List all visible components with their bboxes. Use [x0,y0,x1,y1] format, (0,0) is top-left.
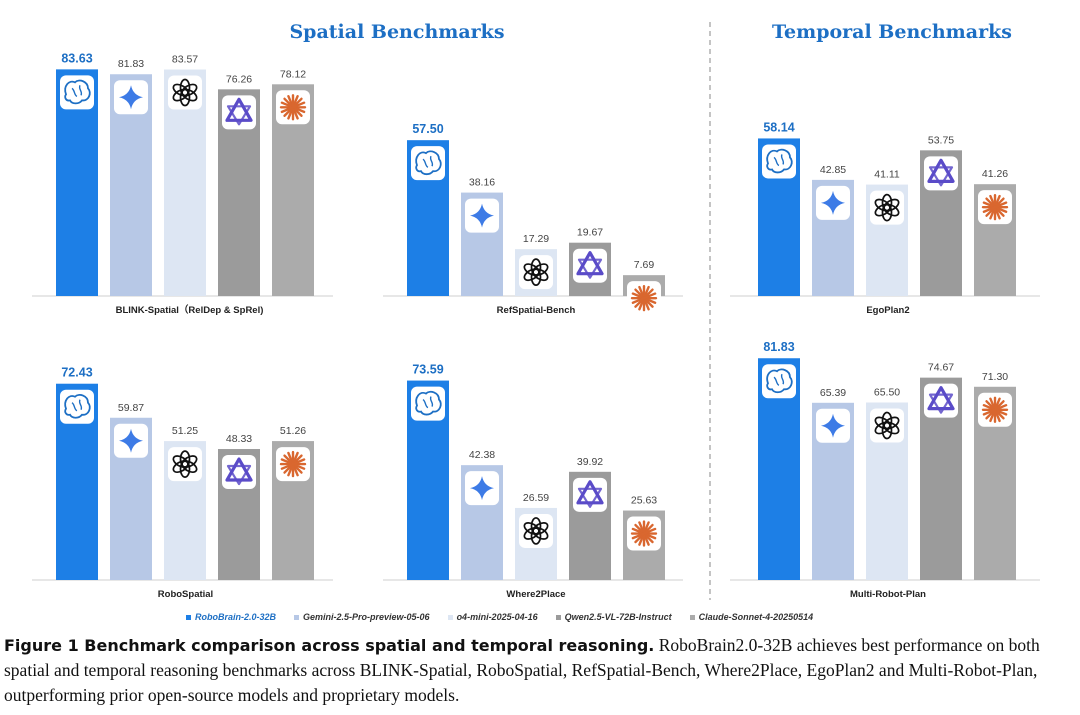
data-label: 53.75 [928,134,954,146]
legend-label: RoboBrain-2.0-32B [195,612,277,622]
brain-icon [60,75,94,110]
gemini-icon [114,80,148,115]
qwen-icon [924,383,958,418]
benchmark-panel: 83.63 81.83 83.57 76.26 78.12 BLINK-Spatial（R… [32,51,333,316]
legend-swatch [294,614,300,620]
openai-icon [168,75,202,110]
data-label: 59.87 [118,402,144,414]
gemini-icon [114,423,148,458]
data-label: 51.26 [280,425,306,437]
data-label: 48.33 [226,433,252,445]
legend-swatch [689,614,695,620]
data-label: 72.43 [61,366,92,380]
openai-icon [168,447,202,482]
data-label: 73.59 [412,363,443,377]
gemini-icon [816,185,850,220]
data-label: 83.63 [61,51,92,65]
legend-swatch [447,614,453,620]
data-label: 74.67 [928,362,954,374]
data-label: 78.12 [280,68,306,80]
legend-item: RoboBrain-2.0-32B [186,612,276,622]
claude-icon [276,447,310,482]
legend: RoboBrain-2.0-32B Gemini-2.5-Pro-preview-… [186,612,813,622]
claude-icon [978,392,1012,427]
data-label: 42.38 [469,449,495,461]
data-label: 76.26 [226,73,252,85]
brain-icon [762,364,796,399]
legend-label: Qwen2.5-VL-72B-Instruct [564,612,672,622]
data-label: 58.14 [763,120,794,134]
data-label: 65.50 [874,386,900,398]
legend-item: Qwen2.5-VL-72B-Instruct [555,612,672,622]
data-label: 25.63 [631,495,657,507]
qwen-icon [222,95,256,130]
brain-icon [411,146,445,181]
openai-icon [519,513,553,548]
data-label: 57.50 [412,122,443,136]
benchmark-panel: 73.59 42.38 26.59 39.92 25.63 Where2Place [383,363,683,600]
openai-icon [519,255,553,290]
benchmark-label: RoboSpatial [158,589,213,600]
legend-item: Claude-Sonnet-4-20250514 [689,612,814,622]
data-label: 17.29 [523,233,549,245]
qwen-icon [573,477,607,512]
data-label: 41.26 [982,168,1008,180]
claude-icon [276,90,310,125]
caption-label: Figure 1 Benchmark comparison across spa… [4,636,655,655]
openai-icon [870,190,904,225]
claude-icon [627,516,661,551]
benchmark-label: Where2Place [506,589,565,600]
gemini-icon [465,471,499,506]
gemini-icon [816,408,850,443]
legend-label: Gemini-2.5-Pro-preview-05-06 [303,612,430,622]
claude-icon [978,190,1012,225]
brain-icon [411,386,445,421]
data-label: 39.92 [577,456,603,468]
data-label: 42.85 [820,164,846,176]
gemini-icon [465,198,499,233]
benchmark-label: RefSpatial-Bench [497,305,576,316]
data-label: 83.57 [172,54,198,66]
figure-caption: Figure 1 Benchmark comparison across spa… [4,633,1076,708]
data-label: 81.83 [763,340,794,354]
legend-item: o4-mini-2025-04-16 [447,612,538,622]
legend-item: Gemini-2.5-Pro-preview-05-06 [294,612,430,622]
benchmark-panel: 57.50 38.16 17.29 19.67 7.69 RefSpatial-Bench [383,122,683,316]
brain-icon [762,144,796,179]
legend-swatch [555,614,561,620]
benchmark-panel: 72.43 59.87 51.25 48.33 51.26 RoboSpatial [32,366,333,600]
data-label: 7.69 [634,259,655,271]
data-label: 81.83 [118,58,144,70]
benchmark-label: BLINK-Spatial（RelDep & SpRel) [116,304,264,316]
benchmark-label: Multi-Robot-Plan [850,589,926,600]
claude-icon [627,281,661,316]
data-label: 65.39 [820,387,846,399]
data-label: 19.67 [577,227,603,239]
data-label: 26.59 [523,492,549,504]
data-label: 38.16 [469,177,495,189]
qwen-icon [573,248,607,283]
spatial-section-title: Spatial Benchmarks [289,21,504,43]
benchmark-chart: Spatial Benchmarks Temporal Benchmarks 8… [32,21,1040,600]
brain-icon [60,389,94,424]
data-label: 51.25 [172,425,198,437]
chart-panels: 83.63 81.83 83.57 76.26 78.12 BLINK-Spatial（R… [32,51,1040,600]
qwen-icon [924,156,958,191]
caption-text: RoboBrain2.0-32B achieves best performan… [4,635,1040,705]
temporal-section-title: Temporal Benchmarks [772,21,1012,43]
legend-label: Claude-Sonnet-4-20250514 [698,612,814,622]
data-label: 41.11 [874,169,900,181]
benchmark-label: EgoPlan2 [866,305,909,316]
benchmark-panel: 58.14 42.85 41.11 53.75 41.26 EgoPlan2 [730,120,1040,316]
legend-label: o4-mini-2025-04-16 [456,612,538,622]
legend-swatch [186,614,191,620]
benchmark-panel: 81.83 65.39 65.50 74.67 71.30 Multi-Robot-Pla… [730,340,1040,600]
qwen-icon [222,455,256,490]
openai-icon [870,408,904,443]
data-label: 71.30 [982,371,1008,383]
